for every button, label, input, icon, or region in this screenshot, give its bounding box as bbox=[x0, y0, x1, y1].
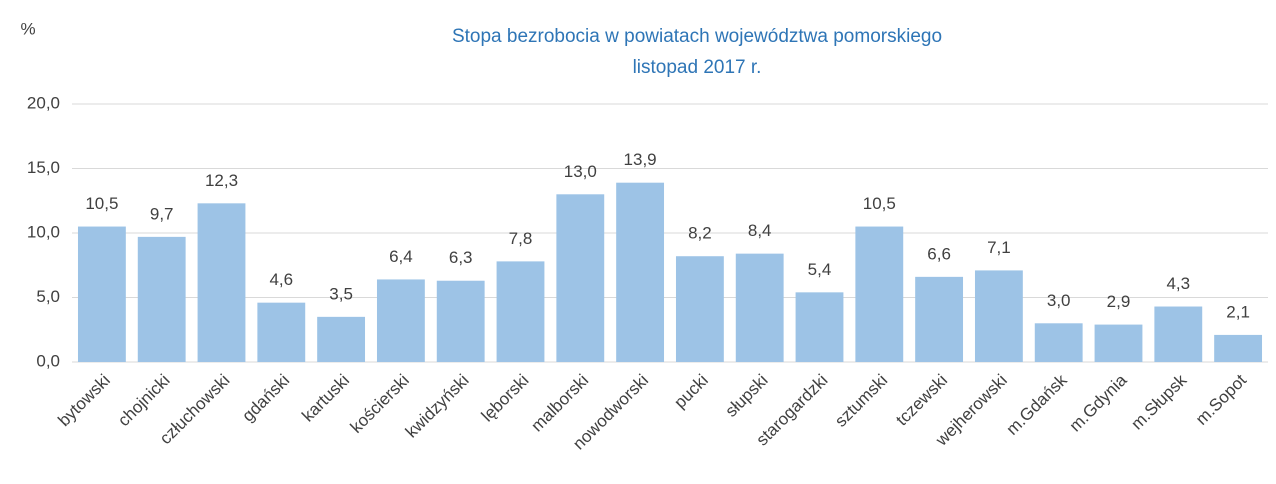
data-label: 4,3 bbox=[1166, 274, 1190, 293]
bar bbox=[496, 261, 545, 362]
bar bbox=[1214, 334, 1263, 362]
x-tick-label: słupski bbox=[722, 371, 772, 421]
data-label: 9,7 bbox=[150, 204, 174, 223]
bar bbox=[556, 194, 605, 362]
bar bbox=[974, 270, 1023, 362]
y-tick-label: 0,0 bbox=[36, 351, 60, 370]
data-label: 7,1 bbox=[987, 238, 1011, 257]
bar bbox=[1154, 306, 1203, 362]
bar bbox=[376, 279, 425, 362]
bar bbox=[137, 236, 186, 362]
data-label: 6,3 bbox=[449, 248, 473, 267]
data-label: 2,1 bbox=[1226, 302, 1250, 321]
x-tick-label: pucki bbox=[670, 371, 711, 412]
x-tick-label: m.Gdańsk bbox=[1002, 370, 1071, 439]
x-tick-label: gdański bbox=[238, 371, 293, 426]
data-label: 12,3 bbox=[205, 171, 238, 190]
y-tick-label: 5,0 bbox=[36, 287, 60, 306]
bar bbox=[795, 292, 844, 362]
data-label: 3,5 bbox=[329, 284, 353, 303]
x-tick-label: m.Gdynia bbox=[1066, 370, 1131, 435]
x-tick-label: kartuski bbox=[298, 371, 353, 426]
data-label: 8,2 bbox=[688, 224, 712, 243]
data-label: 8,4 bbox=[748, 221, 772, 240]
data-label: 13,9 bbox=[624, 150, 657, 169]
y-tick-label: 20,0 bbox=[27, 93, 60, 112]
x-tick-label: m.Sopot bbox=[1192, 370, 1250, 428]
data-label: 10,5 bbox=[85, 194, 118, 213]
data-label: 7,8 bbox=[509, 229, 533, 248]
x-tick-label: lęborski bbox=[478, 371, 533, 426]
bar bbox=[77, 226, 126, 362]
x-tick-label: sztumski bbox=[831, 371, 891, 431]
bar bbox=[197, 203, 246, 362]
bar bbox=[317, 316, 366, 362]
y-tick-label: 10,0 bbox=[27, 222, 60, 241]
x-tick-label: kwidzyński bbox=[402, 371, 473, 442]
x-tick-label: m.Słupsk bbox=[1127, 370, 1190, 433]
chart-subtitle: listopad 2017 r. bbox=[633, 57, 762, 78]
bar bbox=[616, 182, 665, 362]
y-tick-label: 15,0 bbox=[27, 158, 60, 177]
data-label: 3,0 bbox=[1047, 291, 1071, 310]
x-tick-label: bytowski bbox=[54, 371, 114, 431]
data-label: 4,6 bbox=[269, 270, 293, 289]
x-tick-label: chojnicki bbox=[114, 371, 174, 431]
data-label: 10,5 bbox=[863, 194, 896, 213]
data-label: 5,4 bbox=[808, 260, 832, 279]
y-axis-label: % bbox=[20, 19, 35, 38]
bar bbox=[675, 256, 724, 362]
bar bbox=[257, 302, 306, 362]
x-tick-label: tczewski bbox=[892, 371, 951, 430]
data-label: 2,9 bbox=[1107, 292, 1131, 311]
data-label: 6,6 bbox=[927, 244, 951, 263]
data-label: 6,4 bbox=[389, 247, 413, 266]
data-label: 13,0 bbox=[564, 162, 597, 181]
chart-title: Stopa bezrobocia w powiatach województwa… bbox=[452, 26, 942, 47]
bar bbox=[915, 276, 964, 362]
bar bbox=[436, 280, 485, 362]
bar bbox=[1034, 323, 1083, 362]
bar bbox=[735, 253, 784, 362]
bar bbox=[855, 226, 904, 362]
bar bbox=[1094, 324, 1143, 362]
